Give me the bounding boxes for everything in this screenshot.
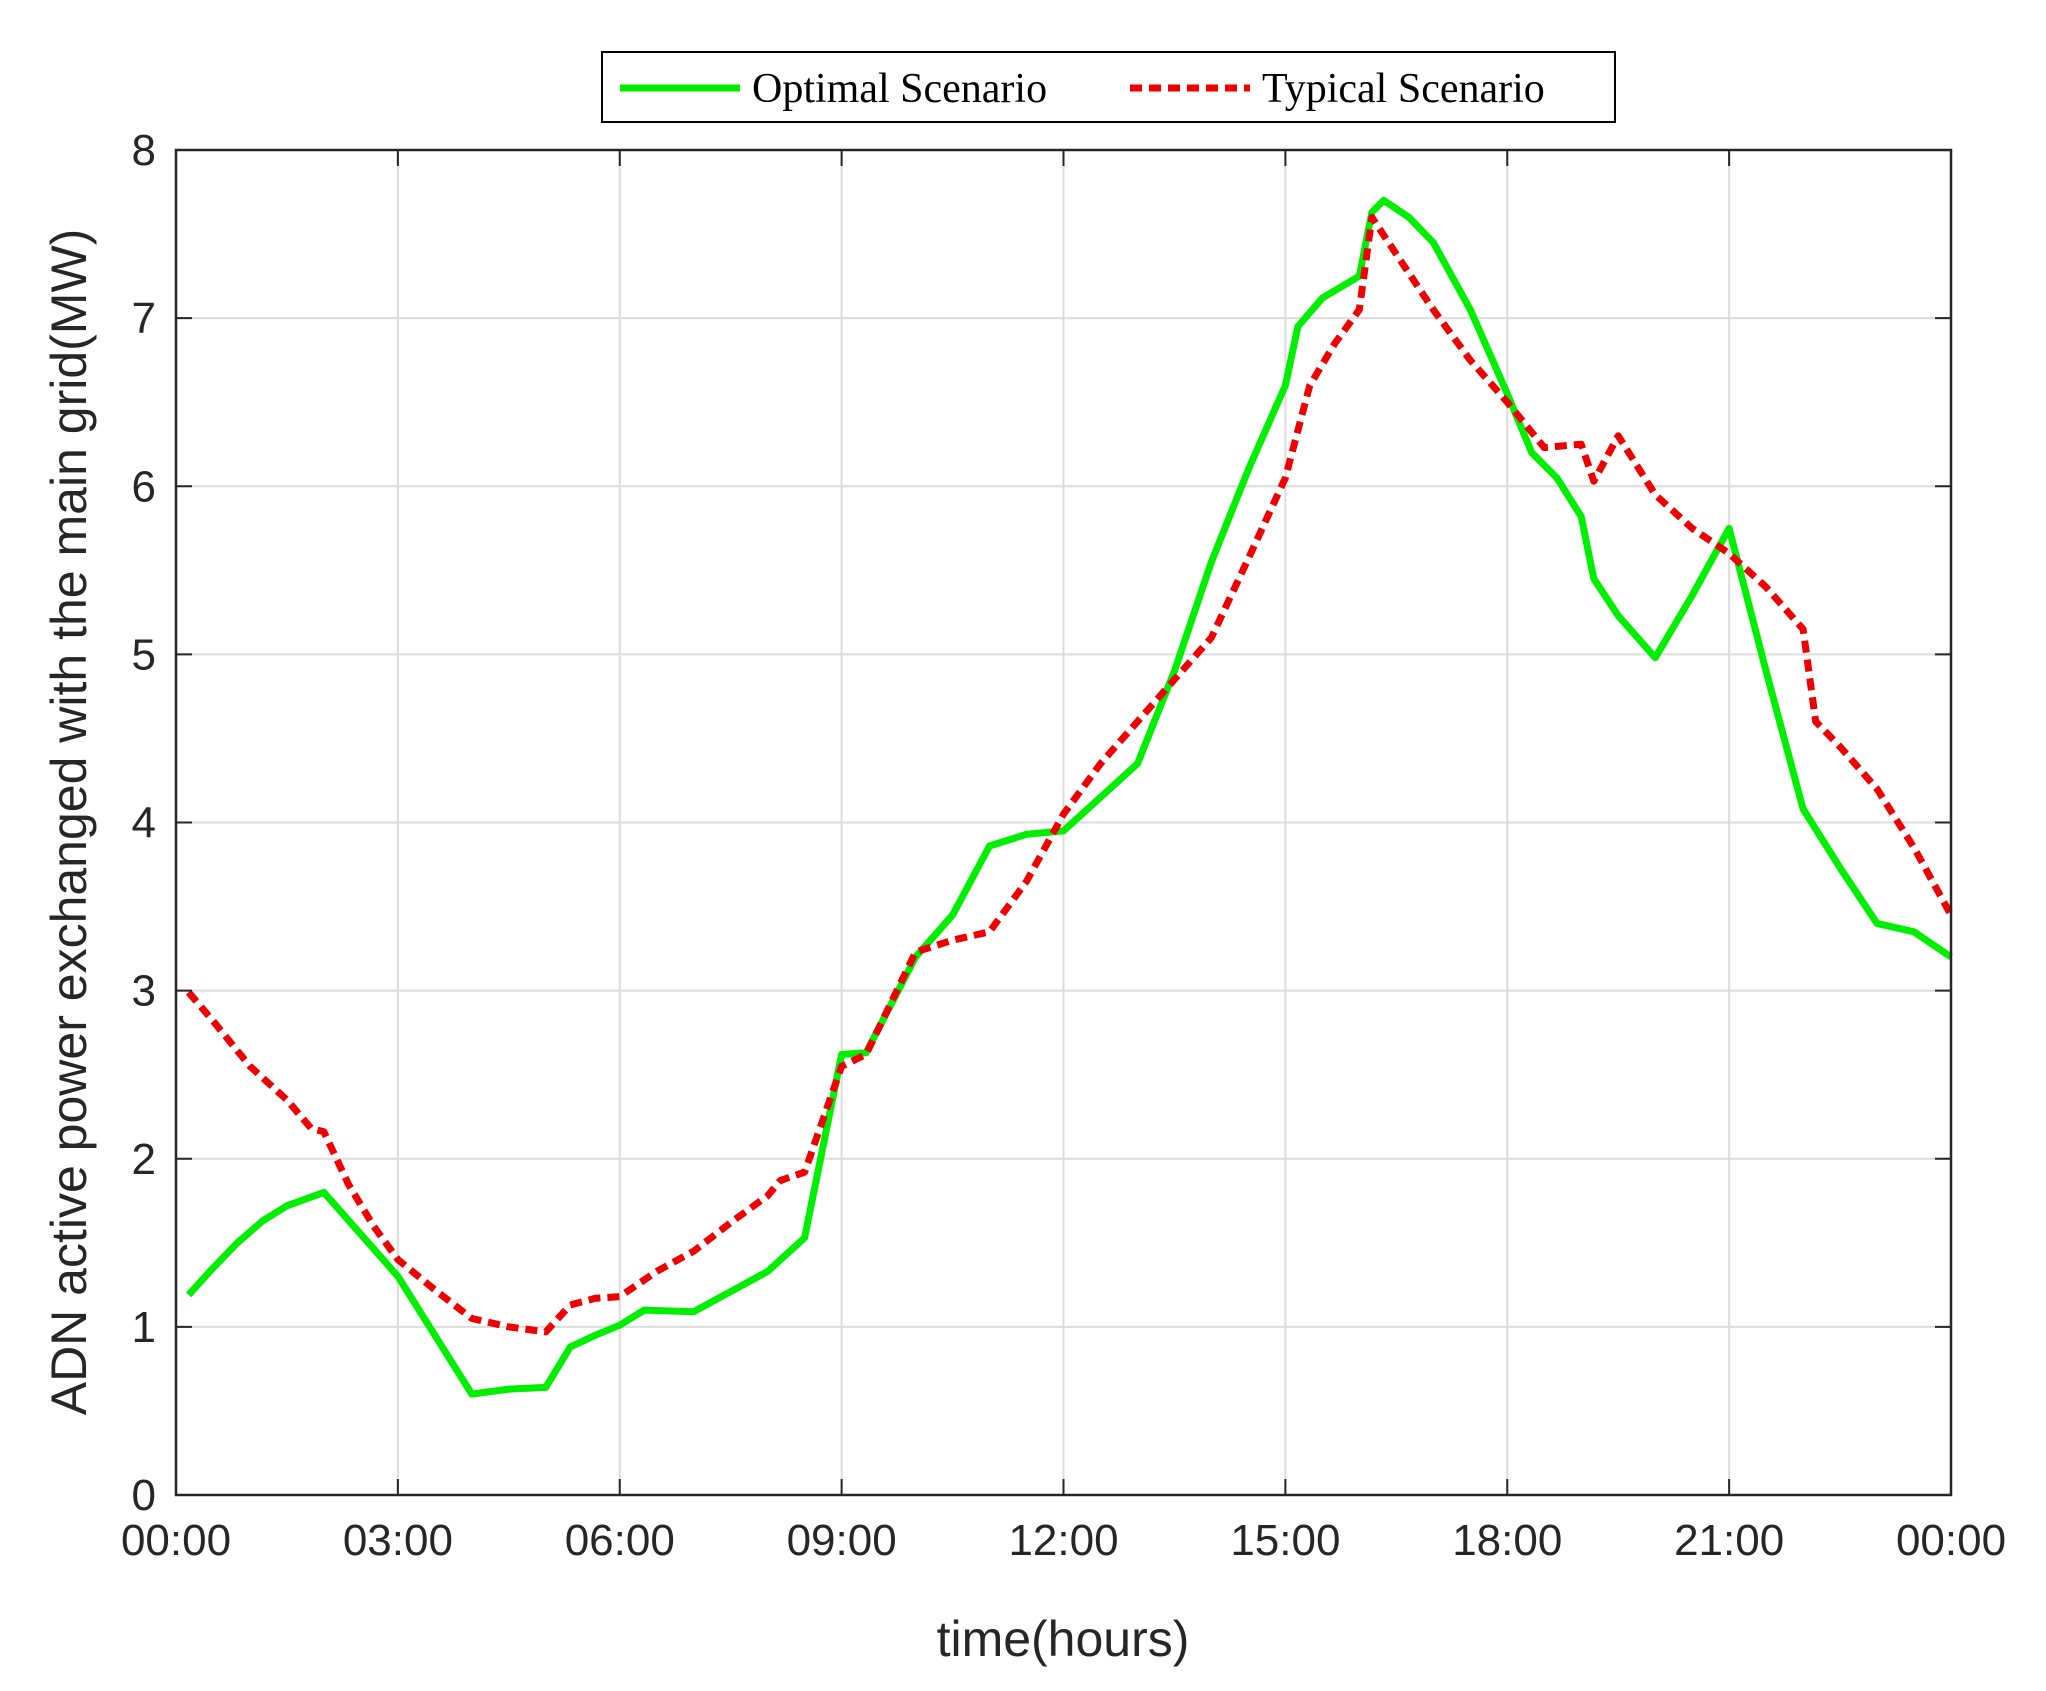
legend-box	[601, 51, 1616, 123]
y-axis-tick-labels: 0 1 2 3 4 5 6 7 8	[132, 126, 156, 1520]
x-tick-label-2: 06:00	[565, 1516, 675, 1565]
y-tick-label-7: 7	[132, 294, 156, 343]
y-tick-label-8: 8	[132, 126, 156, 175]
y-tick-label-6: 6	[132, 462, 156, 511]
y-tick-label-1: 1	[132, 1303, 156, 1352]
legend-label-typical: Typical Scenario	[1262, 66, 1545, 112]
x-tick-label-4: 12:00	[1008, 1516, 1118, 1565]
x-tick-label-0: 00:00	[121, 1516, 231, 1565]
series-layer	[185, 196, 1955, 1398]
x-tick-label-5: 15:00	[1230, 1516, 1340, 1565]
legend-label-optimal: Optimal Scenario	[752, 66, 1047, 112]
y-tick-label-2: 2	[132, 1135, 156, 1184]
y-tick-label-3: 3	[132, 967, 156, 1016]
y-tick-label-0: 0	[132, 1471, 156, 1520]
y-axis-title: ADN active power exchanged with the main…	[41, 229, 97, 1416]
axis-ticks	[175, 149, 1952, 1496]
x-axis-tick-labels: 00:00 03:00 06:00 09:00 12:00 15:00 18:00 21:00…	[121, 1516, 2006, 1565]
x-axis-title: time(hours)	[937, 1611, 1190, 1667]
series-line-0	[186, 196, 1953, 1398]
x-tick-label-8: 00:00	[1896, 1516, 2006, 1565]
series-line-1	[185, 213, 1955, 1336]
x-tick-label-1: 03:00	[343, 1516, 453, 1565]
y-tick-label-5: 5	[132, 630, 156, 679]
x-tick-label-7: 21:00	[1674, 1516, 1784, 1565]
y-tick-label-4: 4	[132, 799, 156, 848]
legend: Optimal Scenario Typical Scenario	[601, 51, 1616, 123]
x-tick-label-3: 09:00	[787, 1516, 897, 1565]
x-tick-label-6: 18:00	[1452, 1516, 1562, 1565]
